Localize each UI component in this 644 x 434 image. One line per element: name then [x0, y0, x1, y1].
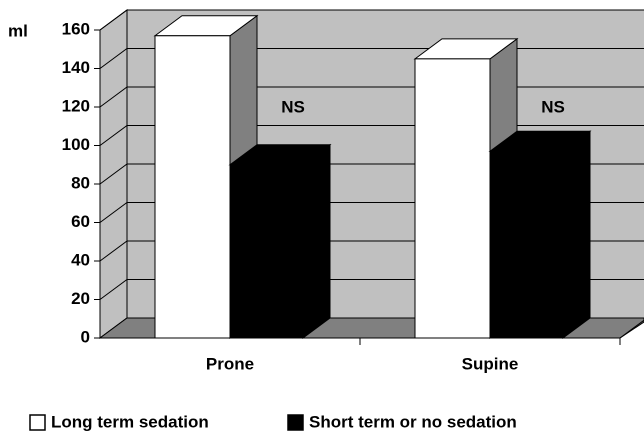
- y-tick-label: 120: [62, 96, 90, 115]
- x-tick-label: Supine: [462, 354, 519, 373]
- bar: [488, 130, 592, 339]
- x-axis-edge: [619, 319, 644, 339]
- x-tick-label: Prone: [206, 354, 254, 373]
- bar-front: [154, 35, 231, 339]
- y-tick-label: 160: [62, 19, 90, 38]
- bar-front: [229, 164, 304, 339]
- y-tick-label: 140: [62, 58, 90, 77]
- legend-swatch: [287, 414, 304, 431]
- y-tick-label: 80: [71, 173, 90, 192]
- y-tick-label: 40: [71, 250, 90, 269]
- annotation: NS: [541, 97, 565, 116]
- bar-front: [414, 58, 491, 339]
- bar-front: [489, 150, 564, 339]
- bar: [228, 143, 332, 339]
- y-tick-label: 0: [81, 327, 90, 346]
- y-tick-label: 100: [62, 135, 90, 154]
- bar-side: [562, 130, 591, 339]
- y-tick-label: 20: [71, 289, 90, 308]
- grid-line: [99, 9, 644, 31]
- annotation: NS: [281, 97, 305, 116]
- y-axis-label: ml: [8, 21, 28, 40]
- bar-side: [302, 143, 331, 339]
- legend-label: Short term or no sedation: [309, 412, 517, 431]
- legend-swatch: [29, 414, 46, 431]
- y-tick-label: 60: [71, 212, 90, 231]
- legend-label: Long term sedation: [51, 412, 209, 431]
